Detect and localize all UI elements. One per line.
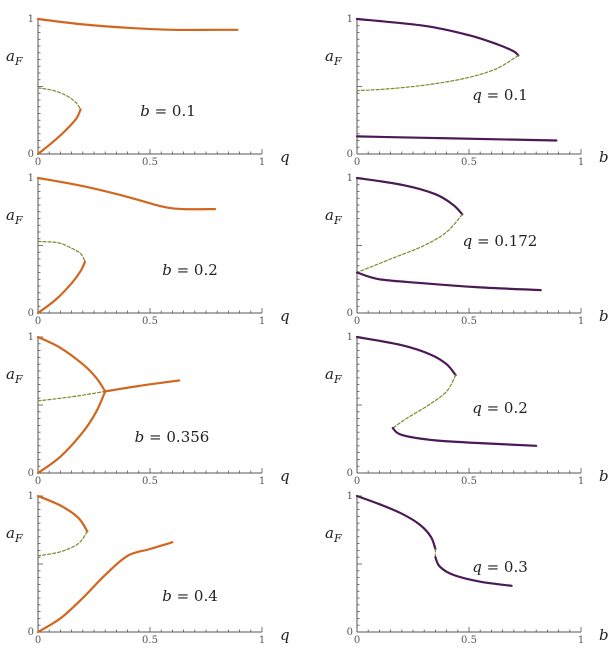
parameter-annotation: q = 0.2: [472, 399, 528, 417]
y-tick-label: 1: [28, 14, 34, 25]
x-tick-label: 1: [259, 316, 265, 327]
stable-branch-2: [36, 390, 107, 475]
y-axis-label: aF: [6, 47, 23, 68]
parameter-annotation: b = 0.1: [140, 102, 196, 120]
x-axis-label: b: [599, 307, 609, 325]
y-tick-label: 1: [28, 332, 34, 343]
panel-6: 0 0.5 1 0 1 aF b q = 0.2: [325, 332, 609, 487]
x-tick-label: 0.5: [142, 157, 158, 168]
x-tick-label: 0.5: [461, 476, 477, 487]
unstable-branch-2: [37, 240, 86, 263]
panel-2: 0 0.5 1 0 1 aF b q = 0.1: [325, 14, 609, 168]
panel-5: 0 0.5 1 0 1 aF q b = 0.356: [6, 332, 290, 487]
y-tick-label: 0: [347, 308, 353, 319]
unstable-branch-2: [356, 54, 519, 92]
y-axis-label: aF: [325, 524, 342, 545]
x-tick-label: 1: [259, 157, 265, 168]
panel-8: 0 0.5 1 0 1 aF b q = 0.3: [325, 491, 609, 646]
stable-branch-3: [355, 271, 542, 292]
x-tick-label: 1: [259, 635, 265, 646]
y-tick-label: 1: [347, 173, 353, 184]
y-tick-label: 1: [347, 14, 353, 25]
unstable-branch-2: [37, 530, 88, 557]
y-tick-label: 0: [28, 149, 34, 160]
panel-7: 0 0.5 1 0 1 aF q b = 0.4: [6, 491, 290, 646]
x-tick-label: 0.5: [461, 635, 477, 646]
x-tick-label: 1: [578, 635, 584, 646]
x-tick-label: 0: [354, 476, 360, 487]
stable-branch-3: [391, 427, 538, 447]
y-axis-label: aF: [6, 206, 23, 227]
y-axis-label: aF: [325, 365, 342, 386]
y-tick-label: 1: [28, 491, 34, 502]
stable-branch-1: [36, 494, 89, 533]
x-tick-label: 0: [35, 316, 41, 327]
stable-branch-1: [355, 176, 464, 216]
parameter-annotation: b = 0.4: [162, 587, 218, 605]
parameter-annotation: q = 0.3: [472, 558, 528, 576]
y-tick-label: 0: [347, 149, 353, 160]
y-axis-label: aF: [325, 206, 342, 227]
stable-branch-3: [434, 556, 513, 587]
x-tick-label: 0: [354, 316, 360, 327]
stable-branch-1: [36, 17, 239, 32]
x-tick-label: 0: [35, 476, 41, 487]
x-tick-label: 0.5: [142, 316, 158, 327]
x-tick-label: 0: [35, 635, 41, 646]
x-tick-label: 0.5: [142, 476, 158, 487]
x-tick-label: 0: [354, 157, 360, 168]
unstable-branch-2: [356, 213, 463, 274]
x-axis-label: b: [599, 467, 609, 485]
x-axis-label: q: [280, 148, 290, 166]
stable-branch-1: [36, 335, 107, 393]
y-tick-label: 1: [347, 332, 353, 343]
y-axis-label: aF: [325, 47, 342, 68]
unstable-branch-3: [37, 390, 106, 402]
y-tick-label: 0: [347, 627, 353, 638]
x-axis-label: q: [280, 467, 290, 485]
x-axis-label: q: [280, 307, 290, 325]
y-tick-label: 1: [28, 173, 34, 184]
unstable-branch-2: [37, 87, 82, 110]
x-tick-label: 1: [578, 157, 584, 168]
x-tick-label: 0.5: [142, 635, 158, 646]
stable-branch-3: [36, 260, 87, 315]
x-axis-label: b: [599, 148, 609, 166]
parameter-annotation: q = 0.1: [472, 86, 528, 104]
x-tick-label: 1: [578, 316, 584, 327]
y-tick-label: 0: [347, 468, 353, 479]
x-tick-label: 0.5: [461, 157, 477, 168]
x-axis-label: b: [599, 626, 609, 644]
y-tick-label: 0: [28, 308, 34, 319]
stable-branch-1: [355, 494, 437, 551]
x-tick-label: 0.5: [461, 316, 477, 327]
y-tick-label: 1: [347, 491, 353, 502]
y-axis-label: aF: [6, 524, 23, 545]
panel-1: 0 0.5 1 0 1 aF q b = 0.1: [6, 14, 290, 168]
x-tick-label: 0: [35, 157, 41, 168]
stable-branch-4: [104, 379, 181, 393]
stable-branch-1: [355, 17, 520, 57]
y-tick-label: 0: [28, 627, 34, 638]
unstable-branch-2: [392, 374, 457, 429]
stable-branch-3: [355, 135, 558, 142]
stable-branch-1: [355, 335, 457, 377]
x-tick-label: 0: [354, 635, 360, 646]
stable-branch-3: [36, 541, 174, 634]
y-tick-label: 0: [28, 468, 34, 479]
x-tick-label: 1: [578, 476, 584, 487]
panel-3: 0 0.5 1 0 1 aF q b = 0.2: [6, 173, 290, 327]
parameter-annotation: b = 0.2: [162, 261, 218, 279]
x-axis-label: q: [280, 626, 290, 644]
panel-4: 0 0.5 1 0 1 aF b q = 0.172: [325, 173, 609, 327]
x-tick-label: 1: [259, 476, 265, 487]
parameter-annotation: q = 0.172: [463, 232, 538, 250]
parameter-annotation: b = 0.356: [135, 428, 210, 446]
stable-branch-1: [36, 176, 217, 211]
stable-branch-3: [36, 108, 82, 156]
y-axis-label: aF: [6, 365, 23, 386]
